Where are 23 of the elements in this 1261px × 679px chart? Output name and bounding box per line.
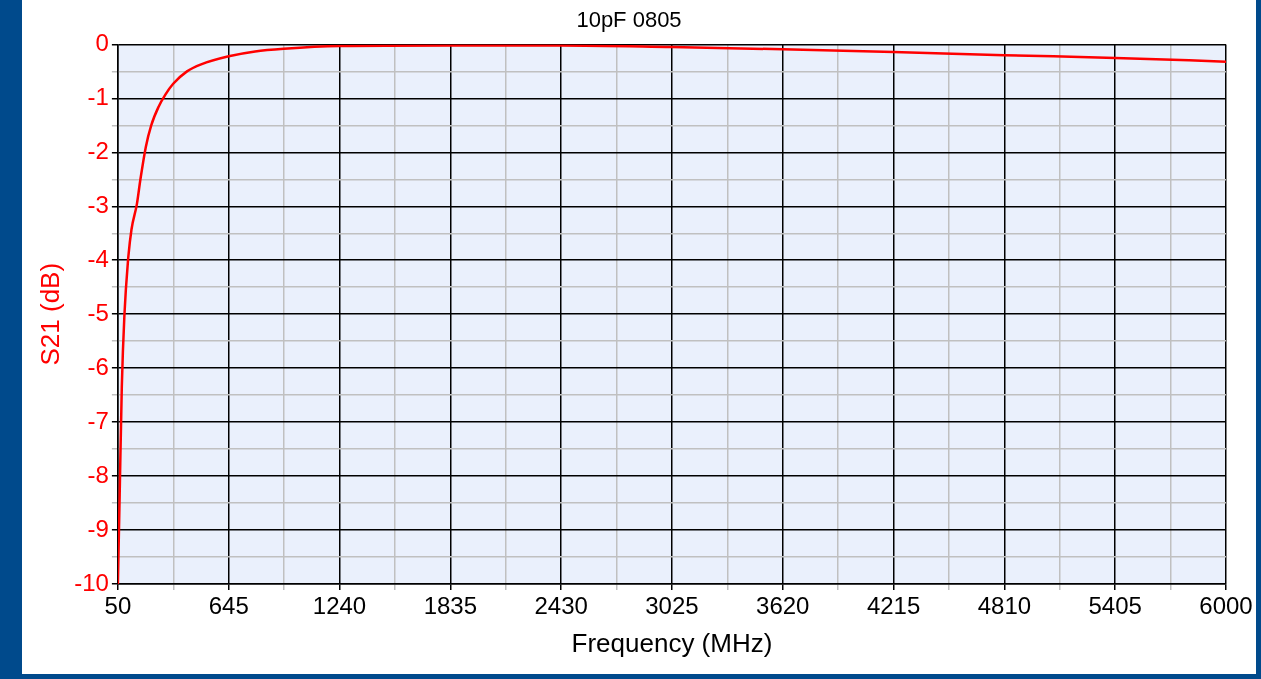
y-tick-label: -2 <box>87 136 109 164</box>
y-tick-label: -4 <box>87 244 109 272</box>
y-tick-label: -1 <box>87 82 109 110</box>
x-tick-label: 4215 <box>866 592 921 620</box>
x-tick-label: 1835 <box>423 592 478 620</box>
y-tick-label: -7 <box>87 406 109 434</box>
x-tick-label: 3025 <box>645 592 699 620</box>
y-tick-label: -5 <box>87 298 109 326</box>
x-tick-label: 3620 <box>756 592 810 620</box>
x-tick-label: 1240 <box>312 592 367 620</box>
x-tick-label: 5405 <box>1088 592 1142 620</box>
x-tick-label: 645 <box>208 592 249 620</box>
y-tick-label: 0 <box>95 29 109 57</box>
y-tick-label: -6 <box>87 352 109 380</box>
chart-title: 10pF 0805 <box>576 7 682 33</box>
y-tick-label: -3 <box>87 190 109 218</box>
x-axis-title: Frequency (MHz) <box>571 627 773 658</box>
x-tick-label: 2430 <box>534 592 588 620</box>
x-tick-label: 4810 <box>977 592 1032 620</box>
y-axis-title: S21 (dB) <box>34 262 65 366</box>
y-tick-label: -8 <box>87 460 109 488</box>
x-tick-label: 6000 <box>1199 592 1253 620</box>
y-tick-label: -9 <box>87 514 109 542</box>
